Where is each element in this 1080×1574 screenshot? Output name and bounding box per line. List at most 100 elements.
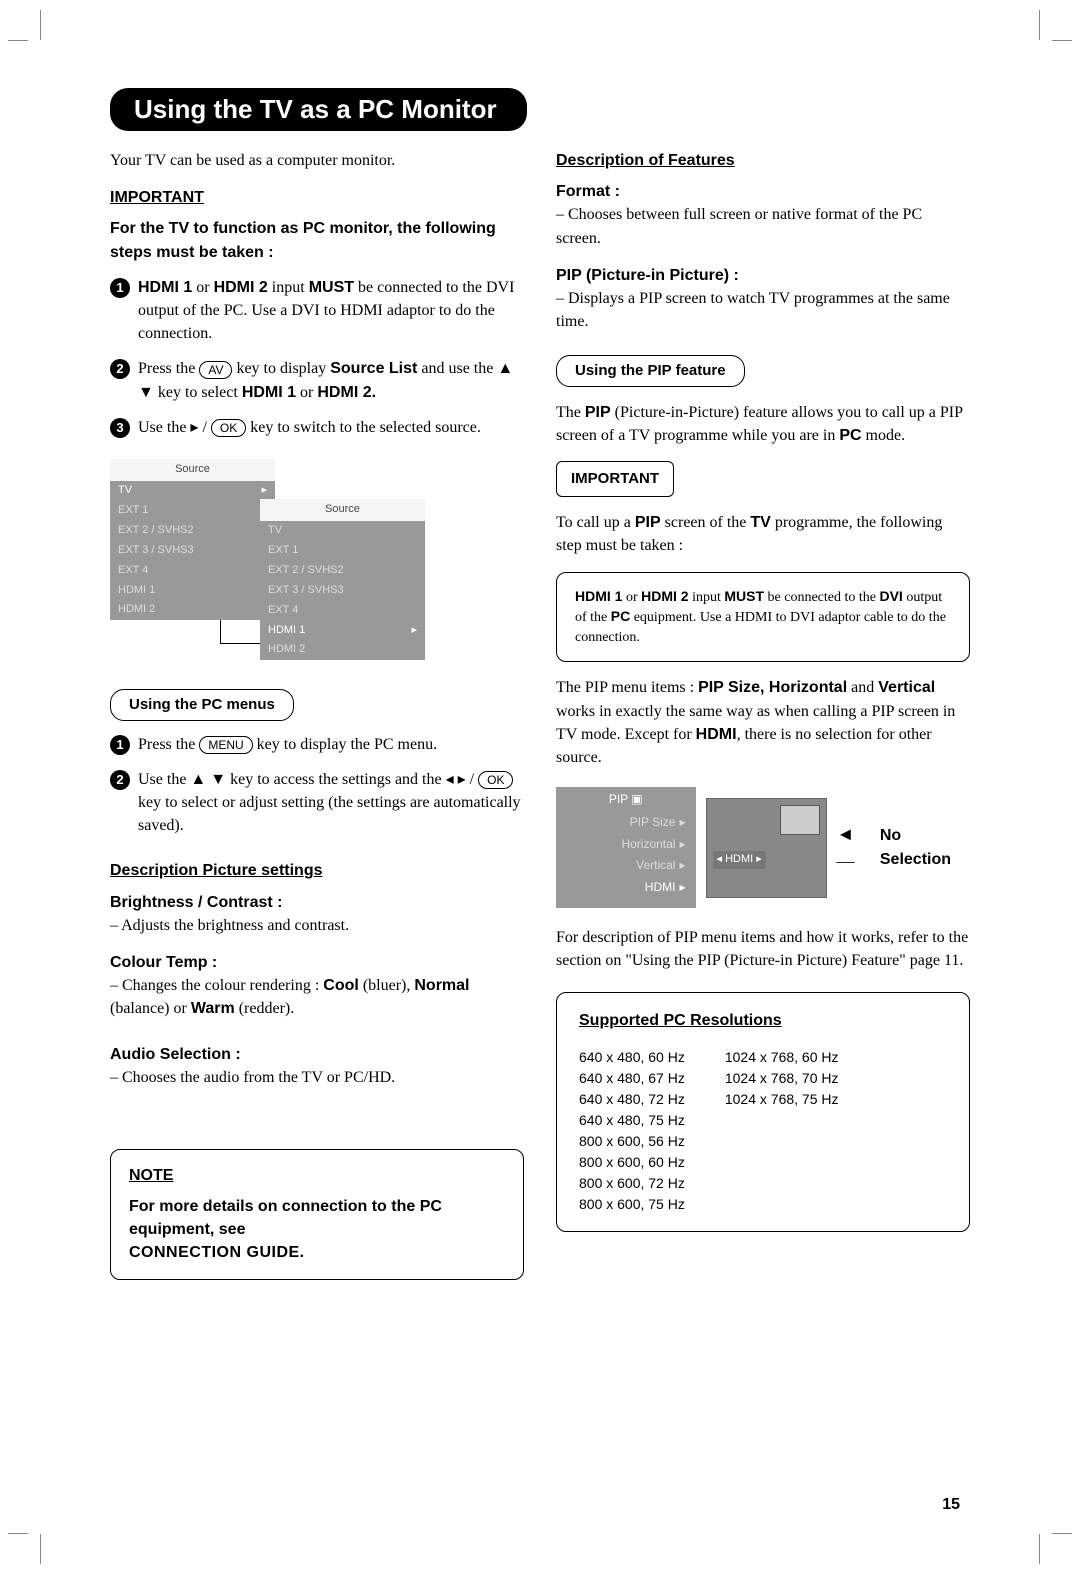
res-item: 640 x 480, 75 Hz	[579, 1110, 685, 1131]
pc-step-1: 1 Press the MENU key to display the PC m…	[110, 733, 524, 756]
pip-menu-row: Horizontal▸	[556, 834, 696, 855]
resolutions-col: 640 x 480, 60 Hz 640 x 480, 67 Hz 640 x …	[579, 1047, 685, 1215]
page: Using the TV as a PC Monitor Your TV can…	[110, 88, 970, 1280]
brightness-text: – Adjusts the brightness and contrast.	[110, 914, 524, 937]
pip-menu-box: PIP ▣ PIP Size▸ Horizontal▸ Vertical▸ HD…	[556, 787, 696, 908]
menu-item: EXT 1	[110, 501, 275, 521]
step-body: Use the ▲ ▼ key to access the settings a…	[138, 768, 524, 838]
menu-item: HDMI 1▸	[260, 621, 425, 641]
intro-text: Your TV can be used as a computer monito…	[110, 149, 524, 172]
menu-item: EXT 1	[260, 541, 425, 561]
t: Press the	[138, 360, 199, 377]
res-item: 800 x 600, 72 Hz	[579, 1173, 685, 1194]
note-box: NOTE For more details on connection to t…	[110, 1149, 524, 1280]
pip-menu-row: HDMI▸	[556, 877, 696, 898]
menu-item: TV	[260, 521, 425, 541]
pc-step-2: 2 Use the ▲ ▼ key to access the settings…	[110, 768, 524, 838]
pip-feature-heading: Using the PIP feature	[556, 355, 745, 387]
menu-heading: Source	[260, 499, 425, 521]
menu-item: EXT 2 / SVHS2	[260, 561, 425, 581]
t: or	[192, 279, 213, 296]
res-item: 640 x 480, 60 Hz	[579, 1047, 685, 1068]
source-menu-back: Source TV▸ EXT 1 EXT 2 / SVHS2 EXT 3 / S…	[110, 459, 275, 621]
pip-menu-row: PIP Size▸	[556, 812, 696, 833]
t: key to switch to the selected source.	[246, 419, 481, 436]
format-text: – Chooses between full screen or native …	[556, 203, 970, 249]
menu-item: EXT 3 / SVHS3	[260, 581, 425, 601]
pc-menus-heading: Using the PC menus	[110, 689, 294, 721]
note-text: For more details on connection to the PC…	[129, 1195, 505, 1241]
audio-text: – Chooses the audio from the TV or PC/HD…	[110, 1066, 524, 1089]
brightness-label: Brightness / Contrast :	[110, 891, 524, 914]
important-label: IMPORTANT	[110, 186, 524, 209]
colour-label: Colour Temp :	[110, 951, 524, 974]
step-body: Press the MENU key to display the PC men…	[138, 733, 524, 756]
pip-label: PIP (Picture-in Picture) :	[556, 264, 970, 287]
menu-heading: Source	[110, 459, 275, 481]
format-label: Format :	[556, 180, 970, 203]
t: or	[296, 384, 317, 401]
step-body: HDMI 1 or HDMI 2 input MUST be connected…	[138, 276, 524, 346]
t: Use the ▲ ▼ key to access the settings a…	[138, 771, 478, 788]
step-body: Use the ▸ / OK key to switch to the sele…	[138, 416, 524, 439]
step-number-icon: 2	[110, 770, 130, 790]
t: input	[268, 279, 309, 296]
av-key-icon: AV	[199, 361, 232, 379]
section-title: Using the TV as a PC Monitor	[110, 88, 527, 131]
pip-menu-head: PIP ▣	[556, 787, 696, 812]
menu-item: EXT 4	[260, 601, 425, 621]
important-label-right: IMPORTANT	[556, 461, 674, 497]
pip-screen: ◂ HDMI ▸	[706, 798, 827, 898]
t: key to display the PC menu.	[253, 736, 437, 753]
menu-item: HDMI 2	[110, 600, 275, 620]
pip-menu-row: Vertical▸	[556, 855, 696, 876]
step-body: Press the AV key to display Source List …	[138, 357, 524, 403]
t: Source List	[330, 360, 417, 377]
desc-features-heading: Description of Features	[556, 149, 970, 172]
pip-diagram: PIP ▣ PIP Size▸ Horizontal▸ Vertical▸ HD…	[556, 787, 970, 908]
no-selection-label: No Selection	[880, 824, 970, 870]
res-item: 1024 x 768, 70 Hz	[725, 1068, 839, 1089]
t: HDMI 2.	[317, 384, 376, 401]
pip-menu-para: The PIP menu items : PIP Size, Horizonta…	[556, 676, 970, 769]
t: key to display	[232, 360, 330, 377]
important-wrap: IMPORTANT	[556, 461, 970, 497]
source-menu-front: Source TV EXT 1 EXT 2 / SVHS2 EXT 3 / SV…	[260, 499, 425, 661]
important-text: For the TV to function as PC monitor, th…	[110, 217, 524, 263]
menu-item: EXT 3 / SVHS3	[110, 541, 275, 561]
menu-item: HDMI 1	[110, 581, 275, 601]
pip-desc-text: For description of PIP menu items and ho…	[556, 926, 970, 972]
t: MUST	[309, 279, 354, 296]
res-item: 800 x 600, 75 Hz	[579, 1194, 685, 1215]
res-item: 640 x 480, 72 Hz	[579, 1089, 685, 1110]
res-item: 640 x 480, 67 Hz	[579, 1068, 685, 1089]
t: Press the	[138, 736, 199, 753]
step-number-icon: 2	[110, 359, 130, 379]
step-number-icon: 1	[110, 735, 130, 755]
res-item: 800 x 600, 56 Hz	[579, 1131, 685, 1152]
ok-key-icon: OK	[478, 771, 513, 789]
arrow-left-icon: ◄—	[837, 821, 870, 873]
step-2: 2 Press the AV key to display Source Lis…	[110, 357, 524, 403]
t: HDMI 2	[214, 279, 268, 296]
step-3: 3 Use the ▸ / OK key to switch to the se…	[110, 416, 524, 439]
res-item: 800 x 600, 60 Hz	[579, 1152, 685, 1173]
resolutions-box: Supported PC Resolutions 640 x 480, 60 H…	[556, 992, 970, 1231]
pip-call-text: To call up a PIP screen of the TV progra…	[556, 511, 970, 557]
ok-key-icon: OK	[211, 419, 246, 437]
res-item: 1024 x 768, 60 Hz	[725, 1047, 839, 1068]
hdmi-info-box: HDMI 1 or HDMI 2 input MUST be connected…	[556, 572, 970, 663]
resolutions-heading: Supported PC Resolutions	[579, 1009, 947, 1032]
pip-feature-heading-wrap: Using the PIP feature	[556, 355, 970, 387]
res-item: 1024 x 768, 75 Hz	[725, 1089, 839, 1110]
left-column: Your TV can be used as a computer monito…	[110, 149, 524, 1280]
step-number-icon: 3	[110, 418, 130, 438]
step-1: 1 HDMI 1 or HDMI 2 input MUST be connect…	[110, 276, 524, 346]
menu-key-icon: MENU	[199, 736, 252, 754]
menu-item: TV▸	[110, 481, 275, 501]
note-guide: CONNECTION GUIDE.	[129, 1241, 505, 1264]
pc-menus-heading-wrap: Using the PC menus	[110, 689, 524, 721]
menu-item: EXT 2 / SVHS2	[110, 521, 275, 541]
t: Use the ▸ /	[138, 419, 211, 436]
page-number: 15	[942, 1496, 960, 1514]
